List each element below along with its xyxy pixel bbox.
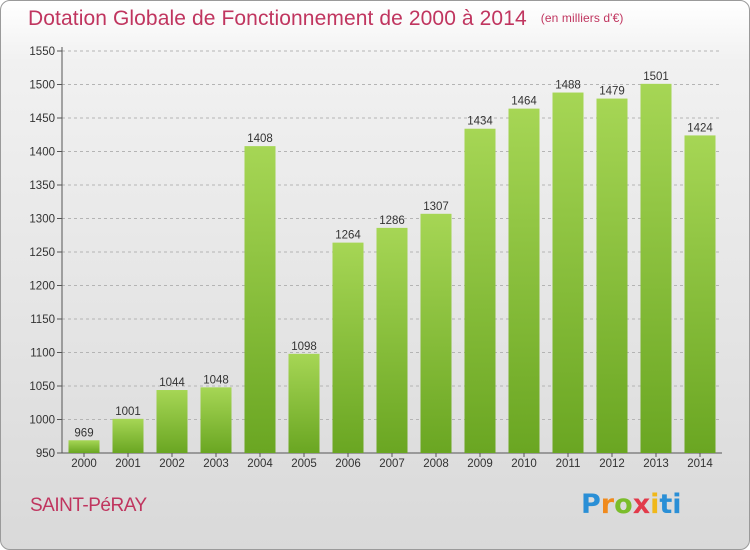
data-label: 1286	[379, 215, 405, 227]
bar	[552, 92, 584, 453]
bar	[156, 390, 188, 453]
proxiti-logo: Proxiti	[581, 489, 682, 520]
bar	[376, 227, 408, 453]
y-tick-label: 1550	[29, 46, 55, 58]
logo-letter: x	[632, 489, 651, 520]
x-tick-label: 2002	[159, 458, 185, 470]
data-label: 1501	[643, 71, 669, 83]
bar	[420, 213, 452, 453]
y-tick-label: 1350	[29, 180, 55, 192]
x-tick-label: 2001	[115, 458, 141, 470]
chart-subtitle: (en milliers d'€)	[540, 11, 624, 25]
y-tick-label: 1250	[29, 247, 55, 259]
y-tick-label: 950	[36, 448, 55, 460]
logo-letter: ti	[659, 489, 682, 520]
y-tick-label: 1100	[30, 348, 55, 360]
x-tick-label: 2003	[203, 458, 229, 470]
bar	[596, 98, 628, 453]
y-tick-label: 1150	[30, 314, 55, 326]
x-tick-label: 2004	[247, 458, 273, 470]
chart-title-text: Dotation Globale de Fonctionnement de 20…	[28, 7, 527, 30]
bar	[640, 83, 672, 453]
x-tick-label: 2010	[511, 458, 537, 470]
logo-letter: r	[600, 489, 615, 520]
x-tick-label: 2005	[291, 458, 317, 470]
data-label: 969	[74, 427, 93, 439]
data-label: 1048	[203, 374, 229, 386]
data-label: 1479	[599, 86, 625, 98]
data-label: 1464	[511, 96, 537, 108]
x-tick-label: 2000	[71, 458, 97, 470]
chart-title: Dotation Globale de Fonctionnement de 20…	[28, 7, 623, 31]
bar	[200, 387, 232, 453]
bar	[332, 242, 364, 453]
data-label: 1488	[555, 80, 581, 92]
data-label: 1408	[247, 133, 273, 145]
data-label: 1424	[687, 122, 713, 134]
x-tick-label: 2006	[335, 458, 361, 470]
logo-letter: i	[650, 489, 660, 520]
data-label: 1044	[159, 377, 185, 389]
bar	[508, 108, 540, 454]
bar	[112, 418, 144, 453]
axes: 950 1000 1050 1100 1150 1200 1250 1300 1350 1400 1…	[29, 46, 722, 470]
data-label: 1434	[467, 116, 493, 128]
logo-letter: P	[581, 489, 601, 520]
x-tick-label: 2014	[687, 458, 713, 470]
x-tick-label: 2012	[599, 458, 625, 470]
x-tick-label: 2011	[556, 458, 581, 470]
data-label: 1307	[423, 201, 449, 213]
y-tick-label: 1050	[29, 381, 55, 393]
x-tick-label: 2009	[467, 458, 493, 470]
x-tick-label: 2013	[643, 458, 669, 470]
commune-name: SAINT-PéRAY	[30, 495, 147, 516]
bar	[684, 135, 716, 454]
data-label: 1098	[291, 341, 317, 353]
bar	[68, 440, 100, 453]
bars	[68, 83, 716, 454]
bar	[464, 128, 496, 453]
data-label: 1264	[335, 230, 361, 242]
data-labels: 969 1001 1044 1048 1408 1098 1264 1286 1307 1434 1…	[74, 71, 713, 439]
x-tick-label: 2008	[423, 458, 449, 470]
data-label: 1001	[115, 406, 141, 418]
y-tick-label: 1200	[29, 281, 55, 293]
y-tick-label: 1450	[29, 113, 55, 125]
x-tick-label: 2007	[379, 458, 405, 470]
bar	[288, 353, 320, 453]
y-tick-label: 1000	[29, 415, 55, 427]
y-tick-label: 1300	[29, 214, 55, 226]
bar	[244, 146, 276, 453]
y-tick-label: 1400	[29, 147, 55, 159]
y-tick-label: 1500	[29, 80, 55, 92]
logo-letter: o	[614, 489, 633, 520]
